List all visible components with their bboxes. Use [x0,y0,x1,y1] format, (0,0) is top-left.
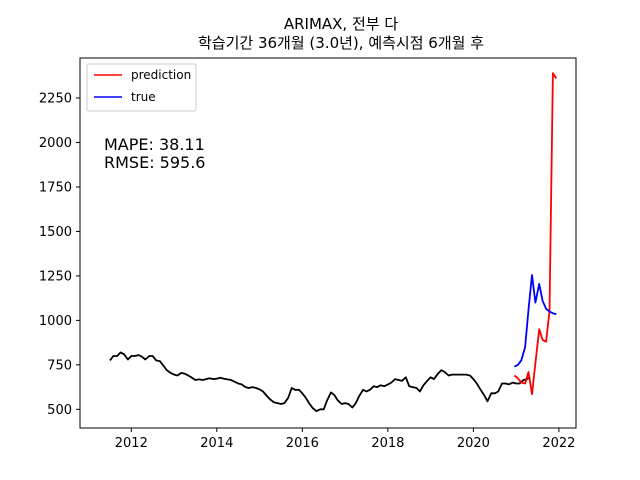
plot-series [109,72,558,413]
y-tick-label: 1500 [39,225,72,240]
y-tick-label: 1250 [39,269,72,284]
y-tick-label: 2000 [39,136,72,151]
x-tick-label: 2020 [457,436,490,451]
series-history-line [109,351,531,413]
legend: prediction true [86,63,197,112]
annotations: MAPE: 38.11 RMSE: 595.6 [104,135,205,172]
chart-title-line2: 학습기간 36개월 (3.0년), 예측시점 6개월 후 [198,34,484,52]
y-tick-label: 750 [47,358,72,373]
x-tick-label: 2012 [115,436,148,451]
y-tick-label: 1000 [39,314,72,329]
y-tick-label: 1750 [39,180,72,195]
x-tick-label: 2022 [542,436,575,451]
x-tick-label: 2016 [286,436,319,451]
chart-title-line1: ARIMAX, 전부 다 [284,15,398,33]
legend-prediction-label: prediction [131,68,191,82]
legend-true-label: true [131,90,156,104]
mape-annotation: MAPE: 38.11 [104,135,205,154]
x-tick-label: 2014 [200,436,233,451]
rmse-annotation: RMSE: 595.6 [104,153,205,172]
y-tick-label: 2250 [39,92,72,107]
axis-ticks: 2012 2014 2016 2018 2020 2022 500 750 1000 1250 15… [39,92,576,451]
series-true-line [513,274,557,368]
plot-frame [79,57,577,429]
x-tick-label: 2018 [371,436,404,451]
y-tick-label: 500 [47,403,72,418]
